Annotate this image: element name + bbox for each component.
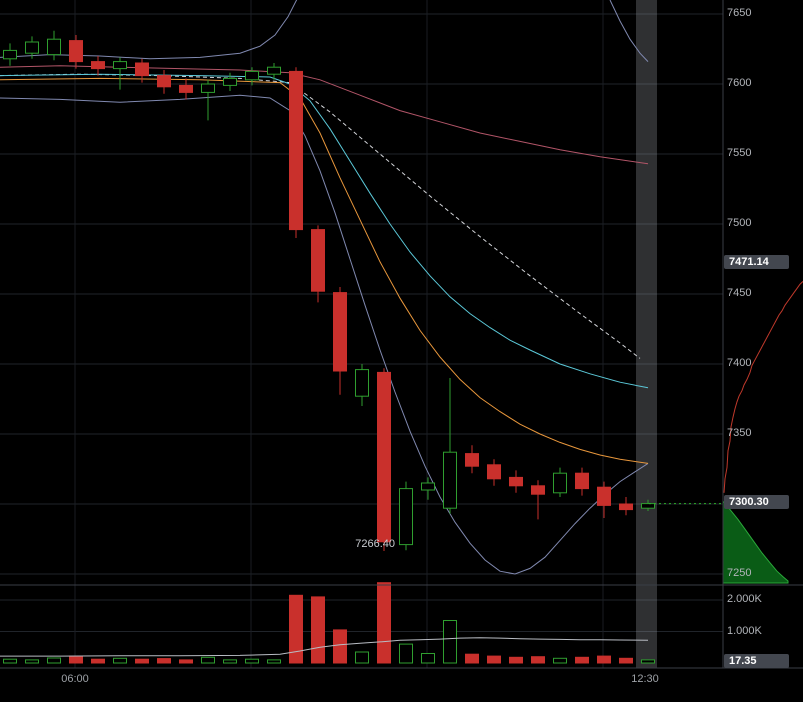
volume-bar <box>223 659 237 664</box>
volume-bar <box>333 629 347 664</box>
volume-bar <box>465 653 479 664</box>
volume-tick-label: 2.000K <box>727 593 762 605</box>
candle-body <box>487 464 501 480</box>
volume-bar <box>91 658 105 664</box>
candle-body <box>47 38 61 56</box>
time-tick-label: 12:30 <box>631 673 659 685</box>
volume-bar <box>201 656 215 664</box>
price-tick-label: 7600 <box>727 77 752 89</box>
candle-body <box>69 40 83 63</box>
candle-body <box>289 70 303 231</box>
candle-body <box>399 488 413 546</box>
current-period-highlight <box>636 0 657 668</box>
candle-body <box>421 482 435 491</box>
volume-bar <box>179 659 193 664</box>
last-price-badge: 7300.30 <box>724 494 789 509</box>
volume-bar <box>443 620 457 664</box>
candle-body <box>355 369 369 397</box>
depth-bids-area <box>722 499 789 584</box>
price-tick-label: 7400 <box>727 357 752 369</box>
candle-body <box>245 70 259 81</box>
session-low-label: 7266.40 <box>355 538 395 550</box>
price-tick-label: 7350 <box>727 427 752 439</box>
candle-body <box>531 485 545 495</box>
ma-medium-line <box>0 73 649 389</box>
price-tick-label: 7550 <box>727 147 752 159</box>
volume-bar <box>641 659 655 664</box>
time-axis[interactable]: 06:00 12:30 <box>0 668 803 702</box>
volume-bar <box>575 656 589 664</box>
volume-bar <box>597 655 611 664</box>
price-tick-label: 7250 <box>727 567 752 579</box>
candle-body <box>641 503 655 509</box>
candle-body <box>157 75 171 88</box>
volume-ma-line <box>0 637 649 657</box>
volume-bar <box>399 643 413 664</box>
volume-bar <box>267 659 281 664</box>
candle-body <box>25 41 39 54</box>
bb-upper-left-line <box>0 0 298 60</box>
candle-body <box>597 486 611 506</box>
candle-body <box>3 49 17 60</box>
candle-body <box>377 371 391 543</box>
price-tick-label: 7450 <box>727 287 752 299</box>
candle-body <box>333 292 347 372</box>
volume-bars <box>3 582 655 664</box>
candle-body <box>135 62 149 77</box>
candle-body <box>311 229 325 292</box>
volume-bar <box>421 653 435 664</box>
candle-body <box>179 84 193 93</box>
price-tick-label: 7500 <box>727 217 752 229</box>
volume-bar <box>69 655 83 664</box>
candle-body <box>267 66 281 75</box>
volume-bar <box>311 596 325 664</box>
candle-body <box>91 61 105 70</box>
volume-bar <box>531 656 545 664</box>
volume-bar <box>355 651 369 664</box>
price-axis[interactable]: 7471.14 7300.30 17.35 7650 7600 7550 7500 74… <box>723 0 803 668</box>
candle-body <box>113 61 127 70</box>
volume-bar <box>113 657 127 664</box>
ma-dashed-line <box>0 73 641 359</box>
candle-body <box>443 451 457 509</box>
bb-upper-right-line <box>609 0 649 62</box>
grid-lines <box>0 0 723 668</box>
volume-bar <box>135 658 149 664</box>
candle-body <box>465 453 479 467</box>
volume-bar <box>619 657 633 664</box>
volume-bar <box>245 658 259 664</box>
time-tick-label: 06:00 <box>61 673 89 685</box>
price-tick-label: 7650 <box>727 7 752 19</box>
candle-body <box>575 472 589 490</box>
volume-bar <box>157 658 171 664</box>
candles <box>3 30 655 551</box>
bb-lower-line <box>0 94 649 575</box>
volume-bar <box>289 594 303 664</box>
depth-overlay <box>722 281 803 584</box>
candle-body <box>509 476 523 487</box>
volume-bar <box>509 656 523 664</box>
marked-price-badge: 7471.14 <box>724 255 789 270</box>
volume-bar <box>553 657 567 664</box>
volume-bar <box>377 582 391 664</box>
ma-slow-line <box>0 65 649 165</box>
volume-bar <box>47 657 61 664</box>
volume-tick-label: 1.000K <box>727 624 762 637</box>
depth-asks-line <box>723 281 803 493</box>
candle-body <box>201 83 215 93</box>
candle-body <box>223 77 237 86</box>
volume-bar <box>25 659 39 664</box>
volume-bar <box>487 655 501 664</box>
candle-body <box>619 503 633 511</box>
volume-bar <box>3 658 17 664</box>
current-volume-badge: 17.35 <box>724 654 789 668</box>
candle-body <box>553 472 567 494</box>
